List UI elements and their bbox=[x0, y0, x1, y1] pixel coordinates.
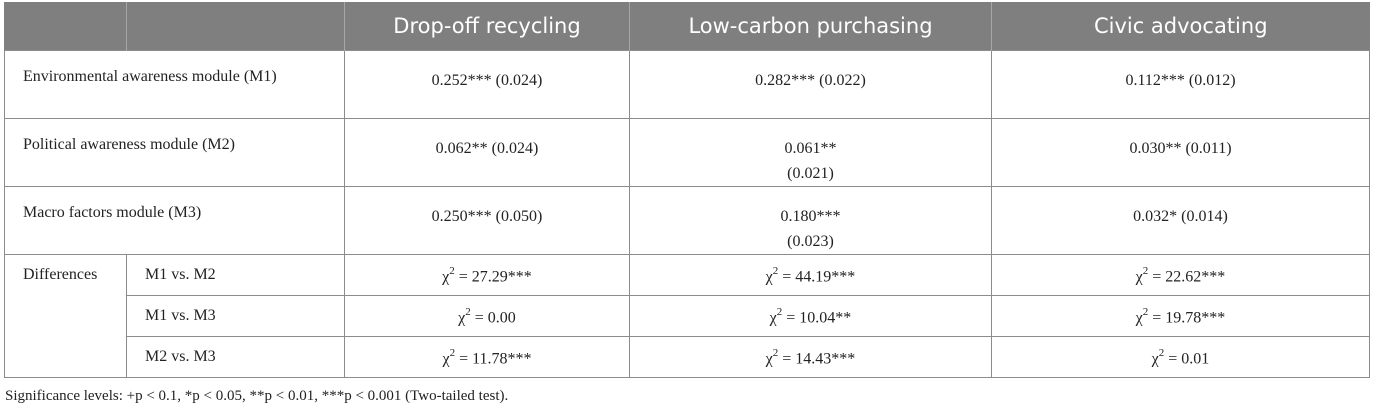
row-label: Macro factors module (M3) bbox=[4, 186, 345, 255]
chi-value: = 44.19*** bbox=[778, 268, 856, 286]
row-label: Political awareness module (M2) bbox=[4, 118, 345, 187]
comparison-label: M2 vs. M3 bbox=[126, 336, 345, 378]
table-row: Macro factors module (M3) 0.250*** (0.05… bbox=[4, 186, 1370, 255]
cell-value: 0.030** (0.011) bbox=[991, 118, 1370, 187]
cell-value: 0.032* (0.014) bbox=[991, 186, 1370, 255]
table-row: Political awareness module (M2) 0.062** … bbox=[4, 118, 1370, 187]
chi-square-cell: χ2 = 0.00 bbox=[344, 295, 630, 337]
header-blank-cell bbox=[4, 2, 127, 51]
chi-value: = 0.00 bbox=[470, 309, 516, 327]
chi-square-cell: χ2 = 14.43*** bbox=[629, 336, 992, 378]
cell-text: 0.180*** (0.023) bbox=[780, 208, 841, 250]
chi-value: = 0.01 bbox=[1164, 350, 1210, 368]
chi-exponent: 2 bbox=[1158, 347, 1165, 359]
chi-exponent: 2 bbox=[449, 265, 455, 277]
chi-exponent: 2 bbox=[1142, 265, 1149, 277]
chi-value: = 10.04** bbox=[782, 309, 852, 327]
chi-exponent: 2 bbox=[772, 347, 779, 359]
cell-value: 0.180*** (0.023) bbox=[629, 186, 992, 255]
cell-value: 0.252*** (0.024) bbox=[344, 50, 630, 119]
table-row: Differences M1 vs. M2 χ2 = 27.29*** χ2 =… bbox=[4, 254, 1370, 378]
chi-square-cell: χ2 = 27.29*** bbox=[344, 254, 630, 296]
chi-value: = 22.62*** bbox=[1148, 268, 1226, 286]
results-table-container: Drop-off recycling Low-carbon purchasing… bbox=[4, 2, 1370, 378]
chi-symbol: χ bbox=[765, 350, 773, 368]
chi-symbol: χ bbox=[1135, 309, 1143, 327]
comparison-label: M1 vs. M2 bbox=[126, 254, 345, 296]
significance-note: Significance levels: +p < 0.1, *p < 0.05… bbox=[5, 388, 509, 404]
differences-label: Differences bbox=[4, 254, 127, 378]
header-civic-advocating: Civic advocating bbox=[991, 2, 1370, 51]
chi-square-cell: χ2 = 0.01 bbox=[991, 336, 1370, 378]
chi-square-cell: χ2 = 11.78*** bbox=[344, 336, 630, 378]
results-table: Drop-off recycling Low-carbon purchasing… bbox=[4, 2, 1370, 378]
header-low-carbon-purchasing: Low-carbon purchasing bbox=[629, 2, 992, 51]
chi-value: = 27.29*** bbox=[454, 268, 532, 286]
chi-exponent: 2 bbox=[465, 306, 471, 318]
comparison-label: M1 vs. M3 bbox=[126, 295, 345, 337]
row-label: Environmental awareness module (M1) bbox=[4, 50, 345, 119]
cell-value: 0.112*** (0.012) bbox=[991, 50, 1370, 119]
table-row: M2 vs. M3 χ2 = 11.78*** χ2 = 14.43*** χ2… bbox=[5, 336, 1370, 378]
chi-symbol: χ bbox=[458, 309, 466, 327]
cell-text: 0.282*** (0.022) bbox=[755, 72, 866, 89]
header-blank-cell-2 bbox=[126, 2, 345, 51]
chi-exponent: 2 bbox=[772, 265, 779, 277]
chi-square-cell: χ2 = 44.19*** bbox=[629, 254, 992, 296]
chi-symbol: χ bbox=[442, 268, 450, 286]
chi-exponent: 2 bbox=[776, 306, 783, 318]
chi-symbol: χ bbox=[765, 268, 773, 286]
chi-exponent: 2 bbox=[1142, 306, 1149, 318]
table-row: M1 vs. M3 χ2 = 0.00 χ2 = 10.04** χ2 = 19… bbox=[5, 295, 1370, 337]
chi-symbol: χ bbox=[1135, 268, 1143, 286]
header-row: Drop-off recycling Low-carbon purchasing… bbox=[4, 2, 1370, 51]
chi-square-cell: χ2 = 10.04** bbox=[629, 295, 992, 337]
chi-square-cell: χ2 = 19.78*** bbox=[991, 295, 1370, 337]
chi-value: = 14.43*** bbox=[778, 350, 856, 368]
chi-square-cell: χ2 = 22.62*** bbox=[991, 254, 1370, 296]
cell-value: 0.061** (0.021) bbox=[629, 118, 992, 187]
chi-symbol: χ bbox=[442, 350, 450, 368]
chi-symbol: χ bbox=[1151, 350, 1159, 368]
chi-value: = 11.78*** bbox=[455, 350, 532, 368]
chi-exponent: 2 bbox=[449, 347, 456, 359]
cell-text: 0.061** (0.021) bbox=[784, 140, 837, 182]
cell-value: 0.282*** (0.022) bbox=[629, 50, 992, 119]
cell-value: 0.062** (0.024) bbox=[344, 118, 630, 187]
header-drop-off-recycling: Drop-off recycling bbox=[344, 2, 630, 51]
chi-value: = 19.78*** bbox=[1148, 309, 1226, 327]
table-row: Environmental awareness module (M1) 0.25… bbox=[4, 50, 1370, 119]
chi-symbol: χ bbox=[769, 309, 777, 327]
cell-value: 0.250*** (0.050) bbox=[344, 186, 630, 255]
